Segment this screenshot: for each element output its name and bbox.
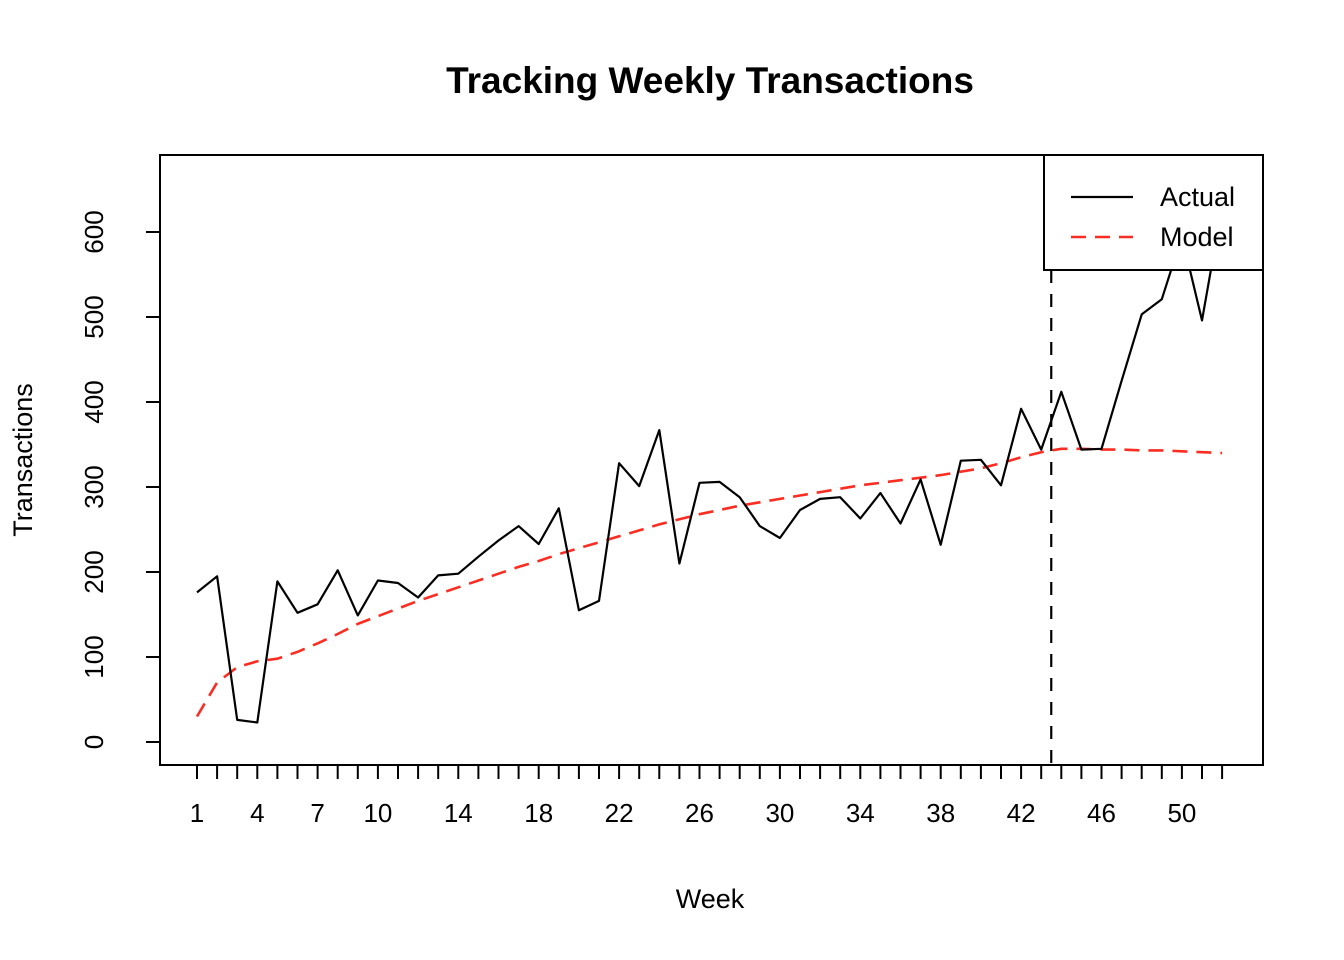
x-axis-title: Week — [676, 884, 745, 914]
legend-label-actual: Actual — [1160, 182, 1235, 212]
y-tick-label: 0 — [79, 735, 109, 749]
x-tick-label: 50 — [1167, 798, 1196, 828]
x-tick-label: 10 — [363, 798, 392, 828]
x-tick-label: 1 — [190, 798, 204, 828]
x-tick-label: 7 — [310, 798, 324, 828]
x-tick-label: 42 — [1007, 798, 1036, 828]
x-tick-label: 4 — [250, 798, 264, 828]
legend-box — [1043, 154, 1264, 271]
x-tick-label: 22 — [605, 798, 634, 828]
x-tick-label: 46 — [1087, 798, 1116, 828]
x-tick-label: 34 — [846, 798, 875, 828]
plot-border — [159, 154, 1264, 766]
x-tick-label: 38 — [926, 798, 955, 828]
y-tick-label: 300 — [79, 465, 109, 508]
legend-label-model: Model — [1160, 222, 1234, 252]
y-axis-title: Transactions — [8, 383, 38, 537]
y-tick-label: 400 — [79, 380, 109, 423]
model-line — [195, 447, 1223, 718]
y-tick-label: 600 — [79, 210, 109, 253]
x-tick-label: 26 — [685, 798, 714, 828]
x-tick-label: 18 — [524, 798, 553, 828]
x-tick-label: 30 — [765, 798, 794, 828]
y-tick-label: 100 — [79, 635, 109, 678]
y-tick-label: 500 — [79, 295, 109, 338]
legend: Actual Model — [1043, 154, 1264, 271]
x-tick-label: 14 — [444, 798, 473, 828]
y-tick-label: 200 — [79, 550, 109, 593]
chart-title: Tracking Weekly Transactions — [446, 60, 974, 101]
actual-line — [196, 206, 1224, 724]
